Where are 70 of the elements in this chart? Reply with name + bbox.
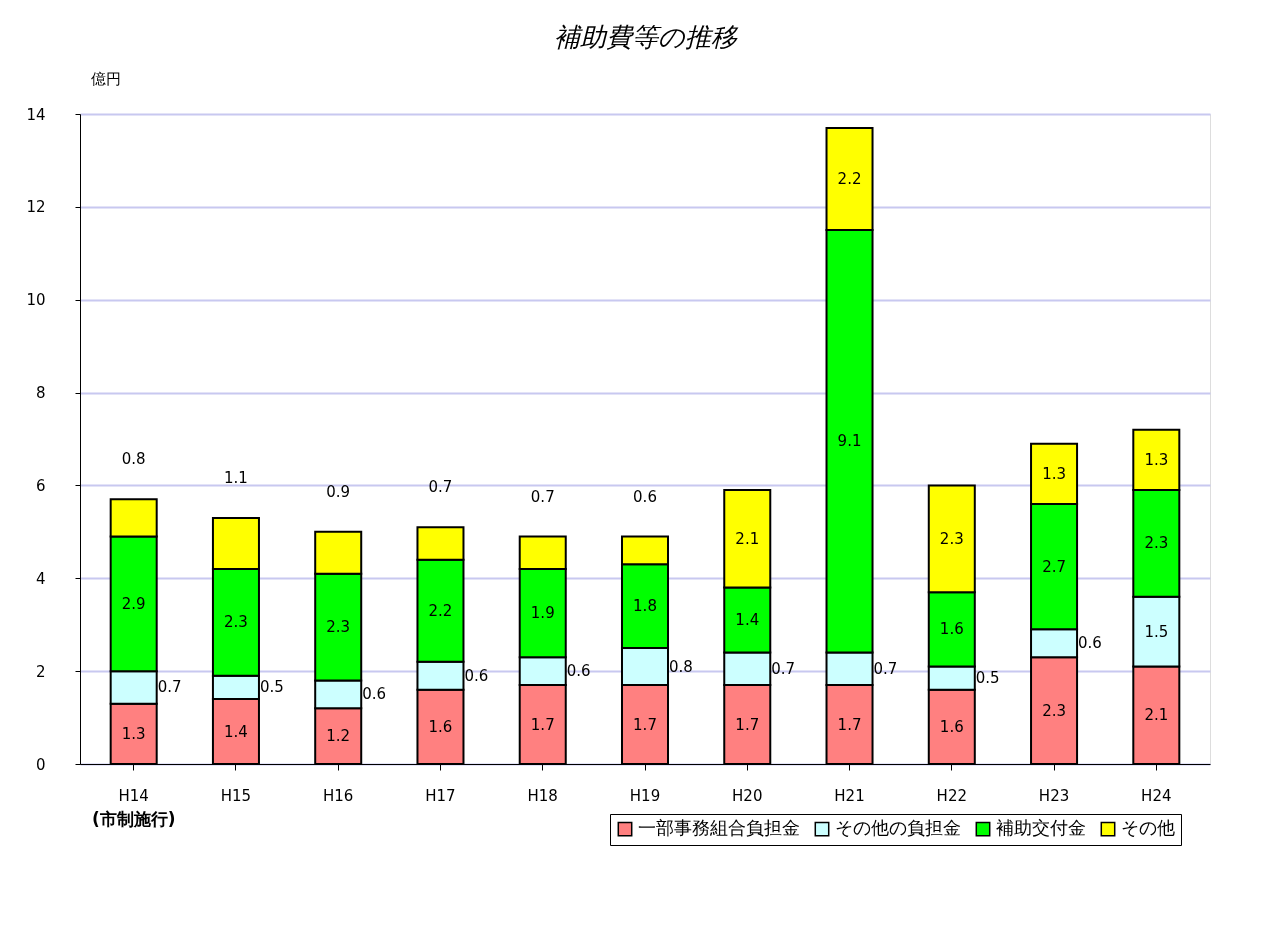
data-label: 0.8 [121,450,146,469]
y-tick-label: 12 [26,198,46,217]
data-label: 1.7 [530,715,555,734]
x-tick-label: H18 [527,786,558,805]
legend-label: その他の負担金 [835,817,961,839]
data-label: 0.6 [1078,634,1102,653]
data-label: 1.4 [224,722,248,741]
data-label: 1.1 [224,468,248,487]
x-tick-label: H23 [1038,786,1070,805]
data-label: 0.7 [428,478,453,497]
legend-label: その他 [1121,817,1175,839]
data-label: 2.3 [939,529,964,548]
data-label: 2.2 [837,170,862,188]
x-tick-label: H24 [1141,786,1172,805]
data-label: 2.2 [428,601,453,620]
data-label: 1.2 [326,727,351,746]
data-label: 2.3 [224,613,248,632]
chart-title: 補助費等の推移 [553,22,739,52]
y-tick-label: 2 [35,662,46,681]
data-label: 0.6 [633,487,657,506]
data-label: 9.1 [837,432,862,451]
data-label: 1.3 [1144,450,1169,469]
data-label: 2.7 [1042,557,1066,576]
x-tick-label: H20 [732,786,763,805]
y-tick-label: 10 [26,291,46,310]
data-label: 0.7 [157,678,182,697]
y-tick-label: 8 [35,384,46,403]
x-tick-label: H19 [629,786,661,805]
legend-label: 一部事務組合負担金 [638,817,800,839]
data-label: 2.1 [1144,706,1169,725]
data-label: 2.9 [121,594,146,613]
data-label: 1.7 [837,715,862,734]
data-label: 1.7 [633,715,657,734]
data-label: 1.3 [1042,464,1066,483]
data-label: 2.3 [1042,701,1066,720]
data-label: 0.5 [975,669,1000,688]
data-label: 1.8 [633,597,657,616]
data-label: 2.3 [326,618,351,637]
data-label: 0.6 [464,666,489,685]
legend-label: 補助交付金 [996,817,1086,839]
y-tick-label: 4 [35,569,46,588]
y-tick-label: 0 [35,755,46,774]
data-label: 1.4 [735,611,760,630]
data-label: 0.7 [771,659,796,678]
x-tick-label: H15 [220,786,252,805]
data-label: 0.5 [259,678,284,697]
y-axis-title: 億円 [90,69,121,88]
data-label: 0.6 [566,662,591,681]
data-label: 0.8 [669,657,693,676]
x-tick-label: H14 [118,786,149,805]
x-tick-label: H21 [834,786,865,805]
y-tick-label: 6 [35,476,46,495]
x-tick-label: H17 [425,786,456,805]
data-label: 1.6 [939,717,964,736]
data-label: 1.5 [1144,622,1169,641]
data-label: 0.7 [873,659,898,678]
data-label: 0.7 [530,487,555,506]
data-label: 1.3 [121,724,146,743]
data-label: 0.6 [362,685,387,704]
text: (市制施行) [91,809,176,829]
x-tick-label: H16 [323,786,354,805]
data-label: 2.1 [735,529,760,548]
data-label: 1.6 [939,620,964,639]
data-label: 1.7 [735,715,760,734]
data-label: 2.3 [1144,534,1169,553]
data-label: 1.6 [428,717,453,736]
y-tick-label: 14 [26,105,46,124]
x-tick-label: H22 [936,786,967,805]
data-label: 1.9 [530,604,555,623]
data-label: 0.9 [326,482,351,501]
